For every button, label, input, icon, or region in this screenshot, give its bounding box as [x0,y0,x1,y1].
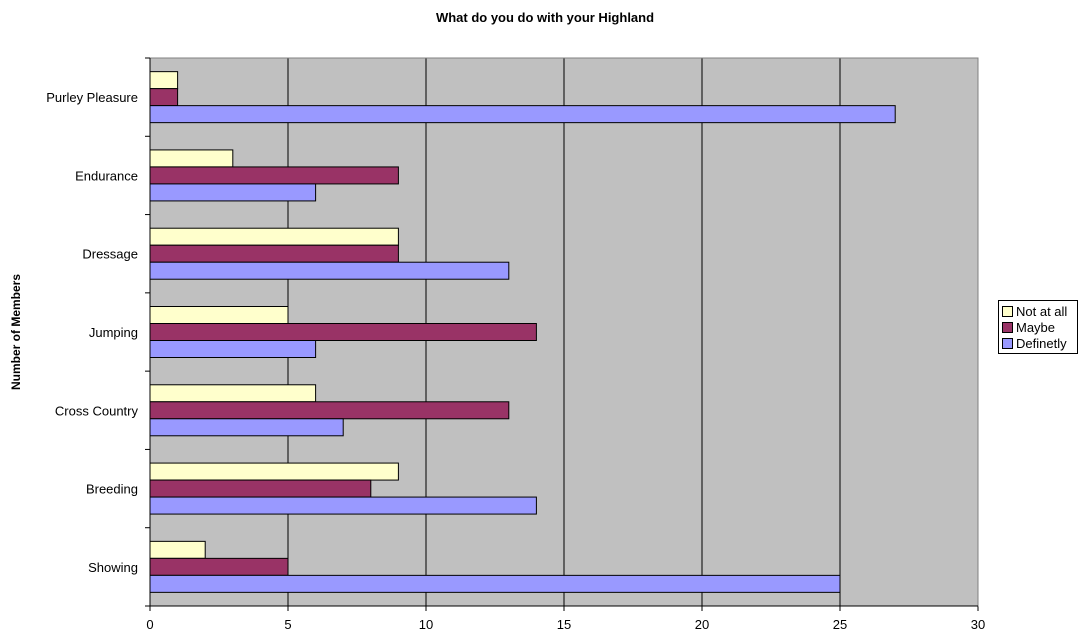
bar-maybe [149,244,399,263]
chart-title: What do you do with your Highland [436,10,654,25]
y-tick-label: Showing [88,560,138,575]
bar-maybe [149,166,399,185]
x-tick-label: 20 [695,617,709,632]
axes [145,57,979,611]
y-tick-label: Breeding [86,482,138,497]
bar-not-at-all [149,462,399,481]
x-tick-label: 10 [419,617,433,632]
bar-maybe [149,323,537,341]
bar-definetly [149,261,510,280]
legend-label-maybe: Maybe [1016,319,1056,335]
legend-swatch-maybe [1002,321,1013,333]
tick-labels: 0 5 10 15 20 25 30 Showing Breeding Cross Country… [46,90,985,632]
bar-maybe [149,479,372,498]
bar-not-at-all [149,306,289,324]
bar-not-at-all [149,227,399,246]
x-tick-label: 30 [971,617,985,632]
y-axis-title: Number of Members [9,274,23,390]
y-tick-label: Endurance [75,168,138,183]
legend-item-maybe: Maybe [1002,319,1074,335]
legend-label-definetly: Definetly [1016,335,1067,351]
bar-maybe [149,401,510,420]
bar-definetly [149,496,537,515]
bar-definetly [149,340,317,358]
x-tick-label: 0 [146,617,153,632]
legend-swatch-not-at-all [1002,305,1013,317]
bar-definetly [149,105,896,124]
bar-definetly [149,418,344,437]
y-tick-label: Jumping [89,325,138,340]
bar-not-at-all [149,149,234,168]
y-tick-label: Cross Country [55,403,139,418]
bar-definetly [149,574,841,593]
legend-swatch-definetly [1002,337,1013,349]
bar-not-at-all [149,540,206,559]
legend: Not at all Maybe Definetly [998,300,1078,354]
y-tick-label: Dressage [82,247,138,262]
x-tick-label: 15 [557,617,571,632]
x-tick-label: 5 [284,617,291,632]
legend-item-definetly: Definetly [1002,335,1074,351]
bar-maybe [149,88,179,107]
y-tick-label: Purley Pleasure [46,90,138,105]
bar-not-at-all [149,384,317,403]
bar-definetly [149,183,317,202]
legend-item-not-at-all: Not at all [1002,303,1074,319]
legend-label-not-at-all: Not at all [1016,303,1068,319]
bar-not-at-all [149,71,179,90]
bar-maybe [149,557,289,576]
x-tick-label: 25 [833,617,847,632]
